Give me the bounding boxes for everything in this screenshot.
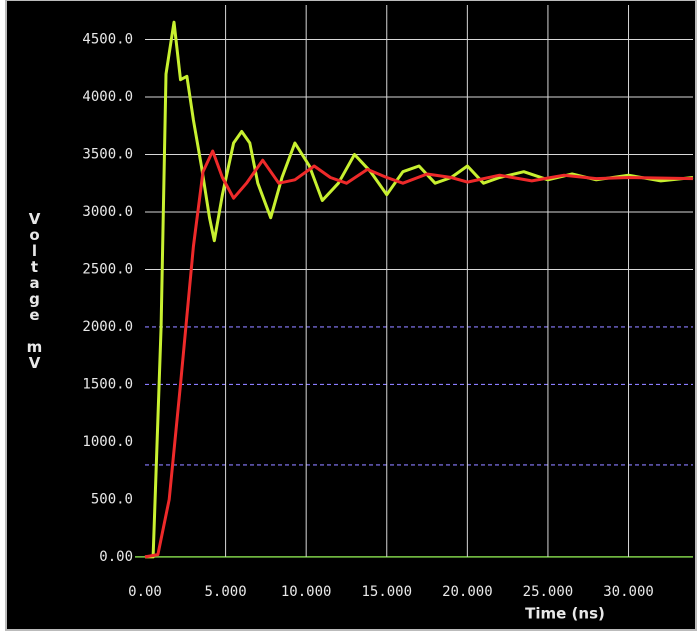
y-tick-label: 1500.0 (82, 376, 133, 392)
y-tick-label: 0.00 (99, 549, 133, 565)
y-tick-label: 2000.0 (82, 319, 133, 335)
x-tick-label: 5.000 (205, 584, 247, 600)
plot-background (5, 0, 697, 631)
x-tick-label: 30.000 (603, 584, 654, 600)
x-tick-label: 20.000 (442, 584, 493, 600)
x-tick-label: 0.00 (128, 584, 162, 600)
y-tick-label: 2500.0 (82, 261, 133, 277)
y-axis-label: Voltage mV (26, 210, 44, 370)
y-tick-label: 4500.0 (82, 31, 133, 47)
x-axis-label: Time (ns) (525, 605, 605, 623)
y-tick-label: 1000.0 (82, 434, 133, 450)
y-tick-label: 3500.0 (82, 146, 133, 162)
series-line (145, 20, 694, 559)
x-tick-label: 25.000 (523, 584, 574, 600)
series-line (144, 149, 694, 559)
y-tick-label: 500.0 (91, 491, 133, 507)
x-tick-label: 10.000 (281, 584, 332, 600)
y-tick-label: 3000.0 (82, 204, 133, 220)
y-tick-label: 4000.0 (82, 89, 133, 105)
x-tick-label: 15.000 (361, 584, 412, 600)
